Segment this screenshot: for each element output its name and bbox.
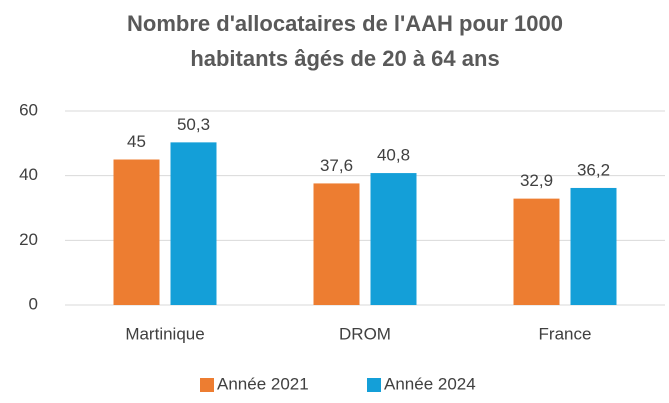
y-tick-label: 20 — [19, 230, 38, 249]
bar — [113, 159, 160, 305]
bar — [313, 183, 360, 305]
x-tick-label: France — [539, 324, 592, 343]
y-tick-label: 60 — [19, 100, 38, 119]
legend-label: Année 2021 — [217, 374, 309, 393]
legend-swatch — [367, 378, 381, 392]
legend-swatch — [200, 378, 214, 392]
value-label: 37,6 — [320, 156, 353, 175]
bar — [513, 198, 560, 305]
value-label: 50,3 — [177, 115, 210, 134]
bar — [370, 173, 417, 305]
x-tick-label: Martinique — [125, 324, 204, 343]
bar — [170, 142, 217, 305]
value-label: 36,2 — [577, 160, 610, 179]
chart-title: habitants âgés de 20 à 64 ans — [190, 46, 499, 71]
value-label: 32,9 — [520, 171, 553, 190]
value-label: 40,8 — [377, 146, 410, 165]
y-tick-label: 40 — [19, 165, 38, 184]
x-tick-label: DROM — [339, 324, 391, 343]
legend-label: Année 2024 — [384, 374, 476, 393]
bar — [570, 187, 617, 305]
y-tick-label: 0 — [29, 294, 38, 313]
value-label: 45 — [127, 132, 146, 151]
chart-title: Nombre d'allocataires de l'AAH pour 1000 — [127, 11, 563, 36]
